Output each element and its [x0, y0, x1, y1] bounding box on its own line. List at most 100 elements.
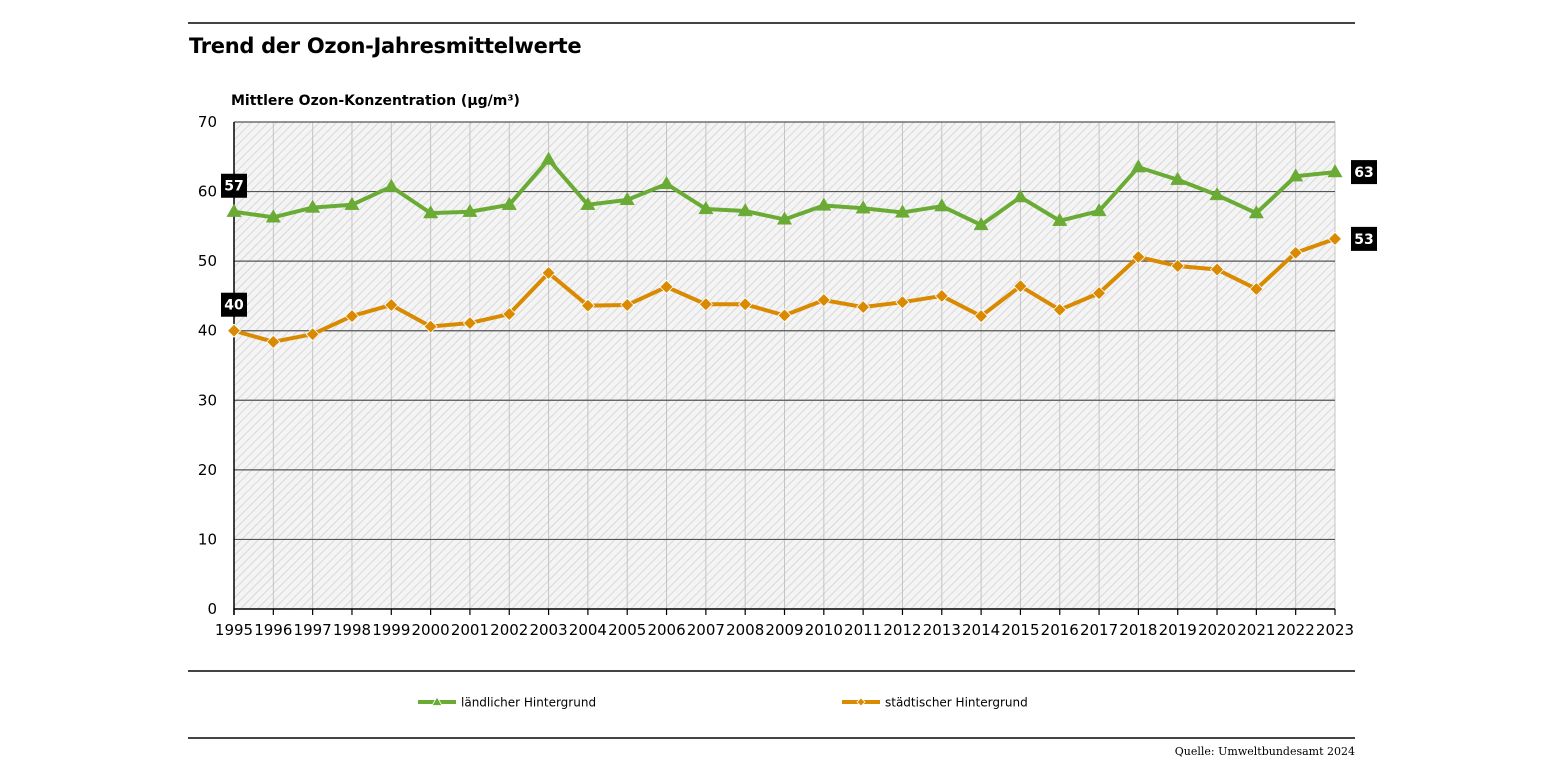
- y-tick-label: 50: [198, 252, 217, 270]
- data-point: [226, 323, 242, 338]
- data-point: [816, 197, 832, 211]
- data-point: [1131, 249, 1146, 265]
- data-point: [344, 309, 360, 324]
- data-point: [580, 298, 595, 313]
- value-badge-box: [1351, 226, 1377, 251]
- series-layer: [226, 151, 1343, 349]
- y-tick-label: 70: [198, 113, 217, 131]
- x-tick-label: 2012: [883, 621, 921, 639]
- legend-label: städtischer Hintergrund: [885, 696, 1028, 710]
- x-tick-label: 2021: [1237, 621, 1275, 639]
- end-value-badge: 53: [1351, 226, 1377, 251]
- data-point: [738, 297, 753, 312]
- data-point: [620, 297, 635, 313]
- data-point: [1288, 245, 1303, 260]
- x-tick-labels: 1995 1996 1997 1998 1999 2000 2001 2002 2003 2004…: [215, 609, 1354, 639]
- x-tick-label: 1995: [215, 621, 253, 639]
- x-tick-label: 2010: [805, 621, 843, 639]
- y-tick-labels: 0 10 20 30 40 50 60 70: [198, 113, 217, 618]
- data-point: [776, 211, 793, 225]
- data-point: [501, 196, 517, 210]
- data-point: [1209, 262, 1225, 277]
- data-point: [1091, 203, 1107, 217]
- data-point: [541, 151, 557, 165]
- value-badge-label: 53: [1354, 232, 1373, 248]
- x-tick-label: 2020: [1198, 621, 1236, 639]
- value-badge-box: [221, 173, 247, 198]
- x-tick-label: 2013: [923, 621, 961, 639]
- x-tick-label: 2006: [647, 621, 685, 639]
- y-tick-label: 0: [207, 600, 217, 618]
- legend: ländlicher Hintergrund städtischer Hinter…: [418, 696, 1028, 710]
- data-point: [816, 293, 831, 308]
- start-value-badge: 40: [221, 292, 247, 317]
- chart-title: Trend der Ozon-Jahresmittelwerte: [189, 34, 582, 58]
- x-tick-label: 2022: [1277, 621, 1315, 639]
- start-value-badge: 57: [221, 173, 247, 198]
- data-point: [305, 327, 320, 342]
- x-tick-label: 2016: [1041, 621, 1079, 639]
- data-point: [1327, 164, 1343, 178]
- data-point: [619, 191, 635, 206]
- value-badge-label: 40: [224, 298, 244, 314]
- x-tick-label: 2009: [765, 621, 803, 639]
- x-tick-label: 2001: [451, 621, 489, 639]
- data-point: [423, 319, 438, 334]
- data-point: [1248, 205, 1264, 219]
- data-point: [502, 306, 517, 322]
- data-point: [973, 216, 989, 231]
- series-urban: [226, 231, 1343, 349]
- x-tick-label: 1997: [294, 621, 332, 639]
- end-value-badge: 63: [1351, 160, 1377, 185]
- data-point: [1209, 187, 1225, 201]
- x-tick-label: 2023: [1316, 621, 1354, 639]
- value-badge-label: 63: [1354, 165, 1373, 181]
- x-tick-label: 2015: [1001, 621, 1039, 639]
- data-point: [1052, 212, 1068, 226]
- data-point: [698, 200, 714, 215]
- data-point: [934, 288, 949, 303]
- value-badges: 57 63 40 53: [221, 160, 1377, 317]
- data-point: [265, 209, 281, 223]
- data-point: [1012, 189, 1028, 203]
- data-point: [659, 279, 674, 294]
- data-point: [1288, 168, 1304, 182]
- data-point: [737, 203, 753, 217]
- x-tick-label: 1996: [254, 621, 292, 639]
- source-note: Quelle: Umweltbundesamt 2024: [1174, 745, 1355, 758]
- data-point: [305, 199, 321, 213]
- data-point: [1170, 258, 1185, 274]
- x-tick-label: 2018: [1119, 621, 1157, 639]
- legend-item-rural: ländlicher Hintergrund: [418, 696, 596, 710]
- data-point: [1013, 279, 1028, 294]
- y-tick-label: 10: [198, 530, 217, 548]
- x-tick-label: 2007: [687, 621, 725, 639]
- y-tick-label: 30: [198, 391, 217, 409]
- y-tick-label: 60: [198, 183, 217, 201]
- data-point: [383, 178, 399, 192]
- data-point: [658, 175, 675, 190]
- data-point: [856, 299, 871, 315]
- x-tick-label: 2002: [490, 621, 528, 639]
- top-rule: [188, 22, 1355, 24]
- x-tick-label: 2003: [529, 621, 567, 639]
- value-badge-box: [221, 292, 247, 317]
- data-point: [1327, 231, 1343, 246]
- data-point: [1130, 159, 1146, 173]
- x-tick-label: 2004: [569, 621, 607, 639]
- data-point: [423, 205, 439, 219]
- data-point: [1052, 302, 1067, 317]
- data-point: [1092, 286, 1107, 301]
- y-axis-label: Mittlere Ozon-Konzentration (µg/m³): [231, 93, 520, 109]
- data-point: [974, 309, 989, 324]
- x-tick-label: 2005: [608, 621, 646, 639]
- x-tick-label: 1999: [372, 621, 410, 639]
- x-tick-label: 2019: [1159, 621, 1197, 639]
- x-tick-label: 2017: [1080, 621, 1118, 639]
- value-badge-box: [1351, 160, 1377, 185]
- x-tick-label: 2000: [412, 621, 450, 639]
- bottom-rule: [188, 737, 1355, 739]
- x-tick-label: 2014: [962, 621, 1000, 639]
- y-tick-label: 20: [198, 461, 217, 479]
- x-tick-label: 1998: [333, 621, 371, 639]
